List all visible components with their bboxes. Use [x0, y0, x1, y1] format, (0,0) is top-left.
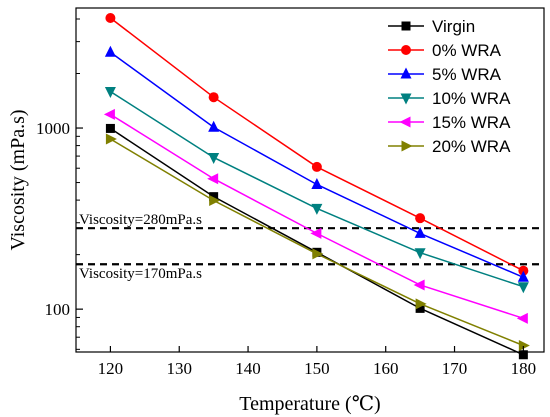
legend-marker — [400, 93, 412, 105]
data-point — [518, 339, 530, 351]
data-point — [415, 213, 426, 224]
y-tick-label: 1000 — [36, 119, 70, 138]
data-point — [105, 13, 116, 24]
legend-label: 0% WRA — [432, 41, 502, 60]
legend-marker — [401, 21, 411, 31]
data-point — [207, 173, 219, 185]
x-tick-label: 130 — [166, 359, 192, 378]
legend-entry: 20% WRA — [388, 137, 511, 156]
y-tick-label: 100 — [45, 300, 71, 319]
legend-marker — [401, 45, 411, 55]
data-point — [208, 120, 220, 132]
data-point — [517, 270, 529, 282]
data-point — [208, 92, 219, 103]
legend-entry: 5% WRA — [388, 65, 502, 84]
data-point — [414, 248, 426, 260]
legend-entry: 15% WRA — [388, 113, 511, 132]
series-20pct-wra — [105, 133, 530, 351]
legend-marker — [400, 67, 412, 79]
data-point — [104, 45, 116, 57]
data-point — [312, 248, 324, 260]
data-point — [105, 123, 115, 133]
data-point — [415, 298, 427, 310]
data-point — [413, 279, 425, 291]
data-point — [311, 161, 322, 172]
data-point — [208, 152, 220, 164]
series-0pct-wra — [105, 13, 529, 276]
data-point — [310, 227, 322, 239]
data-point — [516, 312, 528, 324]
legend-label: Virgin — [432, 17, 475, 36]
data-point — [209, 195, 221, 207]
data-point — [518, 265, 529, 276]
legend-entry: 10% WRA — [388, 89, 511, 108]
x-tick-label: 150 — [304, 359, 330, 378]
legend-marker — [401, 140, 413, 152]
legend-label: 10% WRA — [432, 89, 511, 108]
series-10pct-wra — [104, 87, 529, 294]
legend-label: 5% WRA — [432, 65, 502, 84]
data-point — [311, 177, 323, 189]
x-tick-label: 170 — [442, 359, 468, 378]
legend: Virgin 0% WRA 5% WRA 10% WRA 15% WRA 20% WRA — [388, 17, 511, 156]
x-tick-label: 160 — [373, 359, 399, 378]
data-point — [517, 282, 529, 294]
data-point — [105, 133, 117, 145]
plot-frame — [75, 7, 545, 353]
data-point — [103, 108, 115, 120]
legend-marker — [399, 116, 411, 128]
legend-label: 15% WRA — [432, 113, 511, 132]
reference-line-label: Viscosity=280mPa.s — [79, 212, 202, 228]
reference-line-label: Viscosity=170mPa.s — [79, 266, 202, 282]
series-5pct-wra — [104, 45, 529, 282]
x-tick-label: 120 — [98, 359, 124, 378]
x-axis-title: Temperature (℃) — [239, 393, 380, 415]
y-axis-title: Viscosity (mPa.s) — [7, 109, 29, 250]
data-point — [518, 350, 528, 360]
legend-entry: Virgin — [388, 17, 475, 36]
data-point — [209, 192, 219, 202]
series-15pct-wra — [103, 108, 528, 324]
data-point — [104, 87, 116, 99]
legend-label: 20% WRA — [432, 137, 511, 156]
data-point — [414, 226, 426, 238]
data-point — [415, 303, 425, 313]
data-point — [311, 203, 323, 215]
x-tick-label: 140 — [235, 359, 261, 378]
x-tick-label: 180 — [511, 359, 537, 378]
legend-entry: 0% WRA — [388, 41, 502, 60]
